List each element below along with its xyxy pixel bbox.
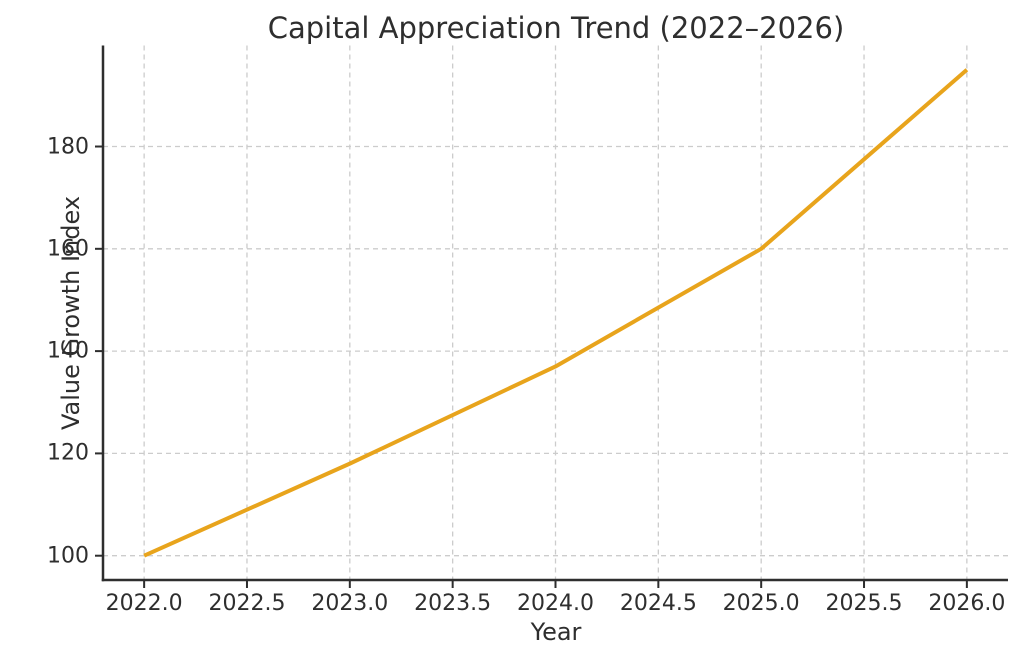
x-tick-label: 2024.5: [619, 591, 697, 616]
x-tick-label: 2025.5: [825, 591, 903, 616]
chart-title: Capital Appreciation Trend (2022–2026): [267, 11, 845, 45]
x-tick-label: 2023.5: [414, 591, 492, 616]
x-tick-label: 2023.0: [311, 591, 389, 616]
y-tick-label: 160: [47, 236, 89, 262]
x-tick-label: 2025.0: [722, 591, 800, 616]
x-tick-label: 2022.0: [105, 591, 183, 616]
x-tick-label: 2024.0: [517, 591, 594, 616]
y-tick-label: 140: [47, 338, 89, 364]
y-tick-label: 120: [47, 440, 89, 466]
y-tick-label: 100: [47, 543, 89, 569]
x-axis-label: Year: [530, 618, 582, 646]
x-tick-label: 2026.0: [928, 591, 1006, 616]
trend-line: [143, 68, 969, 558]
y-tick-label: 180: [47, 134, 89, 160]
x-tick-label: 2022.5: [208, 591, 286, 616]
